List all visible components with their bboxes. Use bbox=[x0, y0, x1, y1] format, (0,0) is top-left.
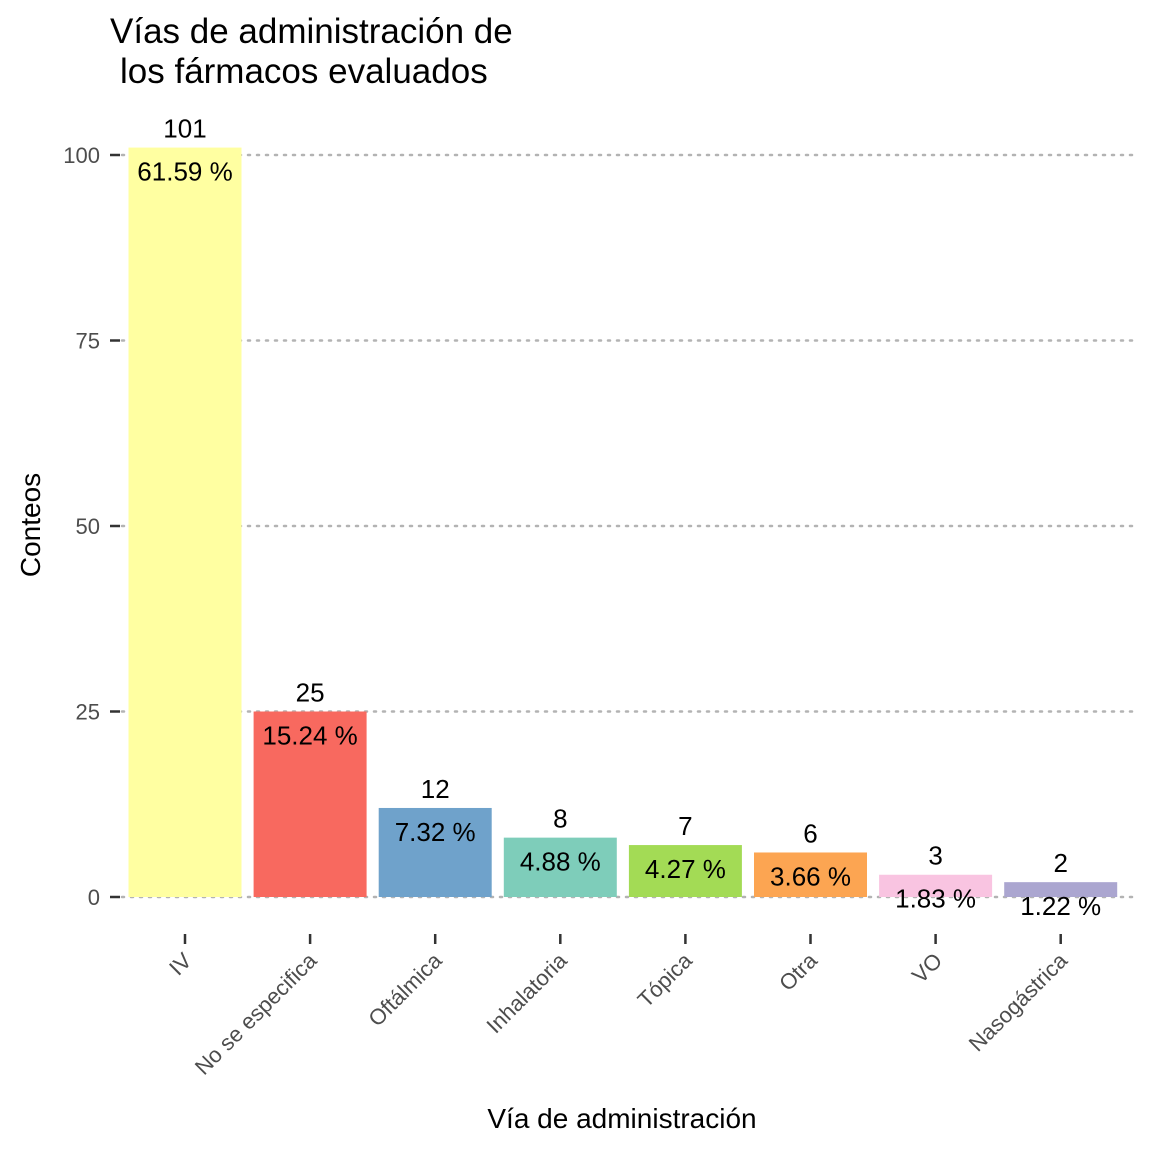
x-tick-label: Oftálmica bbox=[363, 947, 447, 1031]
bar-percent-label: 7.32 % bbox=[395, 817, 476, 847]
bar-value-label: 25 bbox=[296, 678, 325, 708]
bar-value-label: 3 bbox=[928, 841, 942, 871]
y-tick-label: 75 bbox=[76, 329, 100, 354]
y-axis-title: Conteos bbox=[15, 473, 46, 577]
bar-value-label: 101 bbox=[163, 114, 206, 144]
bar bbox=[253, 711, 367, 897]
bar-value-label: 12 bbox=[421, 774, 450, 804]
bar-labels: 101 61.59 % 25 15.24 % 12 7.32 % 8 4.88 % 7 4.27 … bbox=[137, 114, 1101, 922]
bar-percent-label: 15.24 % bbox=[262, 721, 357, 751]
x-tick-label: No se especifica bbox=[190, 947, 322, 1079]
bar bbox=[128, 147, 242, 897]
bar bbox=[628, 845, 742, 897]
bar bbox=[1004, 882, 1118, 897]
bar-percent-label: 1.83 % bbox=[895, 884, 976, 914]
bar-value-label: 2 bbox=[1053, 848, 1067, 878]
bar bbox=[879, 874, 993, 897]
y-tick-label: 100 bbox=[63, 143, 100, 168]
bar-percent-label: 3.66 % bbox=[770, 861, 851, 891]
bar bbox=[754, 852, 867, 897]
chart-title-line-2: los fármacos evaluados bbox=[120, 52, 488, 91]
bar-percent-label: 4.27 % bbox=[645, 854, 726, 884]
bar bbox=[378, 807, 492, 897]
bar-value-label: 6 bbox=[803, 818, 817, 848]
chart-title: Vías de administración de los fármacos e… bbox=[110, 12, 513, 92]
x-axis-title: Vía de administración bbox=[487, 1103, 756, 1134]
y-tick-label: 25 bbox=[76, 700, 100, 725]
y-tick-label: 0 bbox=[88, 885, 100, 910]
grid-lines bbox=[120, 153, 1134, 899]
x-tick-label: VO bbox=[907, 948, 947, 988]
x-tick-label: IV bbox=[164, 948, 197, 981]
bar-value-label: 7 bbox=[678, 811, 692, 841]
bars bbox=[128, 147, 1118, 897]
x-tick-label: Nasogástrica bbox=[964, 947, 1073, 1056]
y-axis: 0 25 50 75 100 bbox=[63, 143, 120, 910]
bar-percent-label: 4.88 % bbox=[520, 847, 601, 877]
bar-percent-label: 1.22 % bbox=[1020, 891, 1101, 921]
bar bbox=[503, 837, 617, 897]
bar-value-label: 8 bbox=[553, 804, 567, 834]
x-tick-label: Tópica bbox=[633, 947, 698, 1012]
bar-percent-label: 61.59 % bbox=[137, 157, 232, 187]
x-tick-label: Otra bbox=[774, 947, 822, 995]
x-tick-label: Inhalatoria bbox=[482, 947, 573, 1038]
y-tick-label: 50 bbox=[76, 514, 100, 539]
chart-title-line-1: Vías de administración de bbox=[110, 12, 513, 51]
